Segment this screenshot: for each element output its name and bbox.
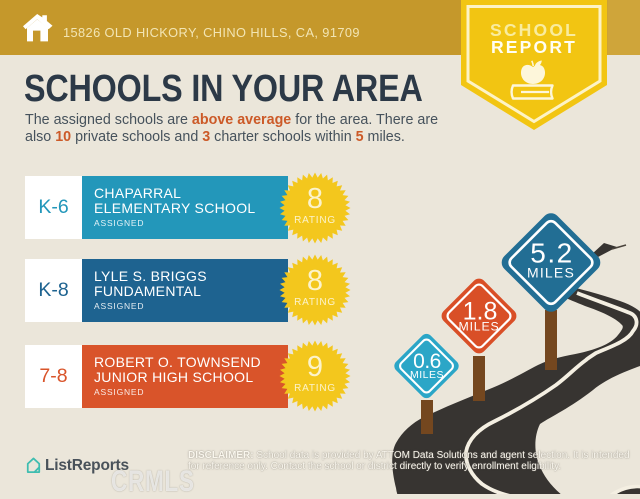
svg-text:REPORT: REPORT bbox=[491, 37, 577, 57]
svg-text:SCHOOL: SCHOOL bbox=[490, 20, 578, 40]
svg-text:1.8: 1.8 bbox=[463, 298, 498, 326]
svg-text:MILES: MILES bbox=[410, 369, 444, 381]
svg-text:5.2: 5.2 bbox=[530, 238, 573, 269]
svg-text:MILES: MILES bbox=[459, 320, 500, 334]
svg-text:MILES: MILES bbox=[527, 265, 575, 281]
svg-text:0.6: 0.6 bbox=[413, 350, 441, 373]
